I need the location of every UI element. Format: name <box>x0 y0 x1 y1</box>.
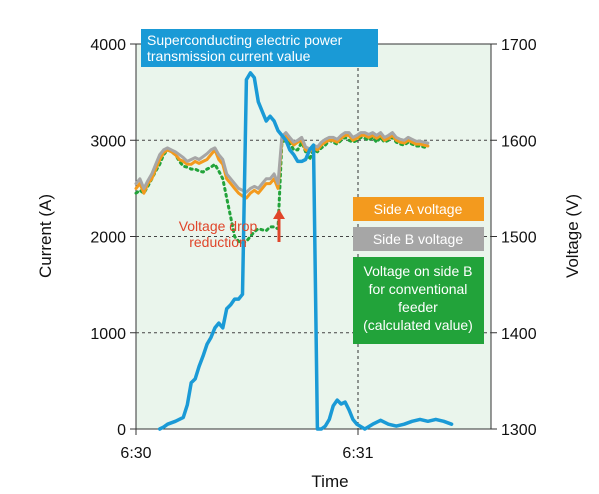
svg-text:Side A voltage: Side A voltage <box>374 201 463 217</box>
voltage-drop-annotation: Voltage drop reduction <box>179 209 285 250</box>
svg-text:transmission current value: transmission current value <box>147 48 311 64</box>
right-tick-label: 1300 <box>501 422 537 439</box>
series-layer <box>134 71 454 431</box>
left-tick-label: 0 <box>117 422 126 439</box>
svg-text:Voltage on side B: Voltage on side B <box>364 263 473 279</box>
left-tick-label: 3000 <box>90 133 126 150</box>
svg-text:Voltage drop: Voltage drop <box>179 218 258 234</box>
svg-text:Side B voltage: Side B voltage <box>373 231 463 247</box>
svg-text:for conventional: for conventional <box>369 281 468 297</box>
svg-text:(calculated value): (calculated value) <box>363 317 473 333</box>
svg-text:reduction: reduction <box>189 234 247 250</box>
side-a-label: Side A voltage <box>353 197 484 221</box>
left-tick-label: 1000 <box>90 326 126 343</box>
series-line-3 <box>134 135 430 245</box>
x-tick-label: 6:31 <box>342 445 373 462</box>
svg-text:Superconducting electric power: Superconducting electric power <box>147 32 343 48</box>
y-left-axis-title: Current (A) <box>36 194 55 278</box>
left-tick-label: 2000 <box>90 230 126 247</box>
current-value-label: Superconducting electric power transmiss… <box>141 29 378 67</box>
conventional-feeder-label: Voltage on side B for conventional feede… <box>353 257 484 344</box>
left-tick-label: 4000 <box>90 37 126 54</box>
x-axis-ticks: 6:30 6:31 <box>120 429 374 462</box>
x-tick-label: 6:30 <box>120 445 151 462</box>
right-tick-label: 1600 <box>501 133 537 150</box>
x-axis-title: Time <box>311 472 348 491</box>
side-b-label: Side B voltage <box>353 227 484 251</box>
right-axis-ticks: 1300 1400 1500 1600 1700 <box>491 37 537 439</box>
svg-text:feeder: feeder <box>398 299 438 315</box>
series-line-0 <box>157 71 454 431</box>
right-tick-label: 1700 <box>501 37 537 54</box>
y-right-axis-title: Voltage (V) <box>563 194 582 278</box>
right-tick-label: 1400 <box>501 326 537 343</box>
left-axis-ticks: 0 1000 2000 3000 4000 <box>90 37 136 439</box>
right-tick-label: 1500 <box>501 230 537 247</box>
